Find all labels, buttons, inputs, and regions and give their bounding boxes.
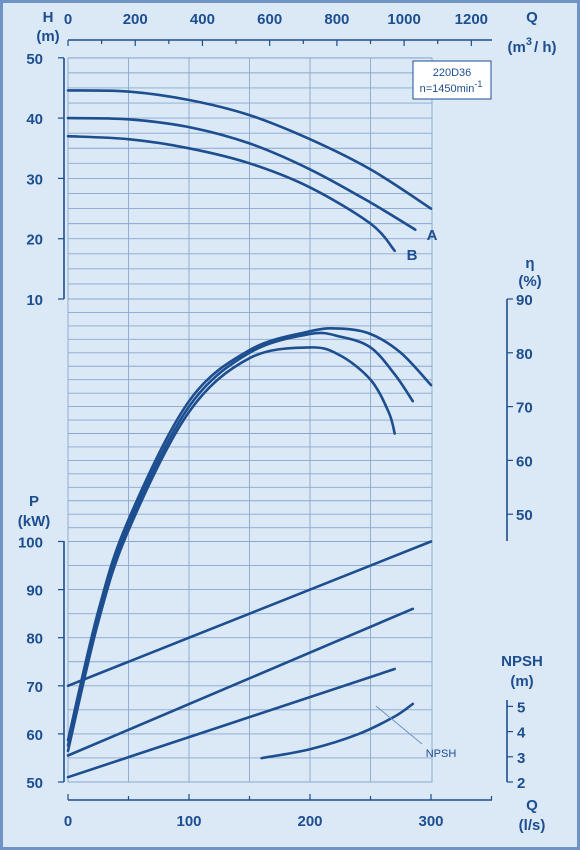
q-top-axis-unit: (m3/ h) (508, 36, 557, 56)
power-tick-label: 70 (26, 679, 43, 696)
efficiency-curve-2 (66, 331, 415, 747)
efficiency-curve-1 (66, 326, 433, 742)
npsh-tick-label: 4 (517, 725, 526, 742)
power-axis-unit: (kW) (18, 513, 51, 530)
grid-border (67, 57, 433, 783)
chart-curves (66, 89, 433, 779)
efficiency-tick-label: 80 (516, 346, 533, 363)
head-axis-unit: (m) (36, 28, 59, 45)
axis-titles: H (m) Q (m3/ h) η (%) P (kW) NPSH (m) Q … (18, 9, 557, 834)
efficiency-curve-3 (66, 346, 396, 753)
power-curve-1 (66, 540, 433, 688)
power-tick-label: 100 (18, 535, 43, 552)
npsh-curve-1 (260, 702, 415, 760)
q-bottom-axis-label: Q (526, 797, 538, 814)
q-top-tick-label: 600 (257, 11, 282, 28)
efficiency-axis-unit: (%) (518, 273, 541, 290)
q-top-unit-exponent: 3 (526, 36, 532, 48)
q-bottom-tick-label: 100 (176, 813, 201, 830)
efficiency-tick-label: 90 (516, 292, 533, 309)
chart-axes (58, 39, 513, 801)
head-tick-label: 10 (26, 292, 43, 309)
q-top-unit-tail: / h) (534, 39, 557, 56)
head-curve-3 (66, 134, 396, 253)
head-tick-label: 20 (26, 232, 43, 249)
efficiency-tick-label: 50 (516, 507, 533, 524)
q-top-tick-label: 400 (190, 11, 215, 28)
q-top-axis-label: Q (526, 9, 538, 26)
head-tick-label: 40 (26, 111, 43, 128)
power-tick-label: 60 (26, 727, 43, 744)
head-curve-2 (66, 116, 417, 231)
efficiency-tick-label: 60 (516, 453, 533, 470)
impeller-b-label: B (407, 247, 418, 264)
head-curve-1 (66, 89, 433, 210)
efficiency-tick-label: 70 (516, 400, 533, 417)
impeller-a-label: A (427, 227, 438, 244)
q-top-tick-label: 0 (64, 11, 72, 28)
head-axis-label: H (43, 9, 54, 26)
q-bottom-tick-label: 200 (297, 813, 322, 830)
q-bottom-tick-label: 0 (64, 813, 72, 830)
q-top-unit-base: (m (508, 39, 526, 56)
power-tick-label: 50 (26, 775, 43, 792)
curve-annotations: A B NPSH (375, 227, 457, 760)
model-speed-exponent: -1 (474, 79, 482, 89)
head-tick-label: 30 (26, 171, 43, 188)
npsh-axis-label: NPSH (501, 653, 543, 670)
npsh-leader-line (375, 705, 423, 745)
q-top-tick-label: 200 (123, 11, 148, 28)
q-bottom-axis-unit: (l/s) (519, 817, 546, 834)
power-tick-label: 90 (26, 583, 43, 600)
npsh-tick-label: 2 (517, 775, 525, 792)
model-name: 220D36 (433, 67, 472, 79)
power-tick-label: 80 (26, 631, 43, 648)
head-tick-label: 50 (26, 51, 43, 68)
model-speed: n=1450min-1 (420, 79, 483, 95)
q-top-tick-label: 1200 (455, 11, 488, 28)
q-bottom-tick-label: 300 (418, 813, 443, 830)
chart-labels: 0 200 400 600 800 1000 1200 0 100 200 300 10 20 30 40 5… (18, 11, 533, 830)
npsh-tick-label: 5 (517, 699, 525, 716)
power-curve-3 (66, 667, 396, 779)
npsh-axis-unit: (m) (510, 673, 533, 690)
model-info-box: 220D36 n=1450min-1 (412, 60, 492, 100)
efficiency-axis-label: η (525, 255, 534, 272)
q-top-tick-label: 800 (324, 11, 349, 28)
power-axis-label: P (29, 493, 39, 510)
npsh-curve-label: NPSH (426, 748, 457, 760)
q-top-tick-label: 1000 (387, 11, 420, 28)
npsh-tick-label: 3 (517, 750, 525, 767)
power-curve-2 (66, 607, 415, 757)
model-speed-value: n=1450min (420, 83, 475, 95)
